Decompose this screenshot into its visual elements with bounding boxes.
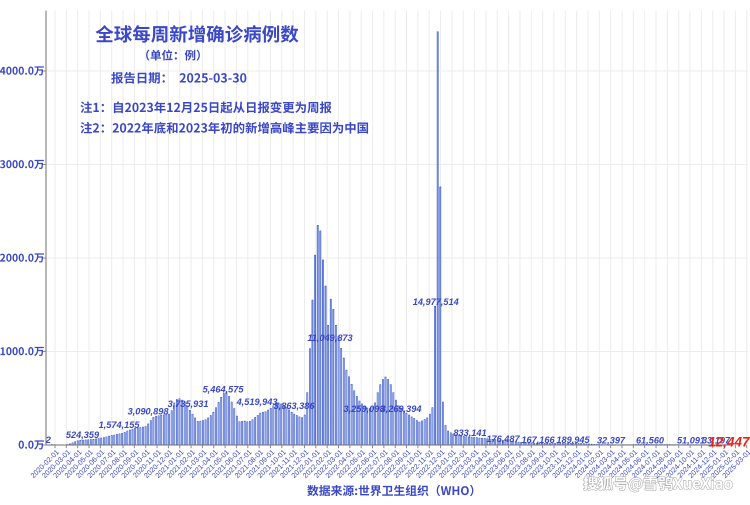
svg-text:2: 2 (45, 435, 52, 446)
svg-text:176,487: 176,487 (486, 434, 520, 444)
svg-text:51,091: 51,091 (677, 436, 705, 446)
svg-text:167,166: 167,166 (521, 435, 555, 445)
svg-text:524,359: 524,359 (66, 430, 100, 440)
svg-text:3,863,386: 3,863,386 (274, 401, 316, 411)
svg-text:5,464,575: 5,464,575 (203, 385, 245, 395)
svg-text:3,090,898: 3,090,898 (128, 407, 170, 417)
svg-text:189,945: 189,945 (556, 435, 590, 445)
svg-text:11,049,873: 11,049,873 (307, 333, 352, 343)
svg-text:3,735,931: 3,735,931 (168, 399, 209, 409)
svg-text:833,141: 833,141 (453, 428, 486, 438)
svg-text:4,519,943: 4,519,943 (236, 397, 278, 407)
svg-text:12,447: 12,447 (708, 435, 750, 450)
svg-text:32,397: 32,397 (597, 436, 626, 446)
svg-text:61,560: 61,560 (636, 436, 665, 446)
svg-text:3,259,098: 3,259,098 (344, 404, 386, 414)
svg-text:3,269,394: 3,269,394 (381, 404, 422, 414)
svg-text:33,197: 33,197 (702, 436, 731, 446)
svg-text:1,574,155: 1,574,155 (99, 420, 141, 430)
svg-text:14,977,514: 14,977,514 (413, 297, 459, 307)
